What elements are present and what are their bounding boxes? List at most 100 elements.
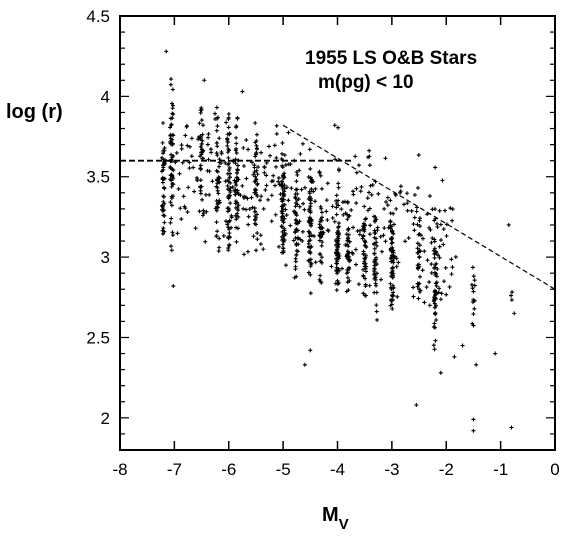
data-point bbox=[198, 108, 203, 113]
data-point bbox=[214, 128, 219, 133]
data-point bbox=[385, 195, 390, 200]
data-point bbox=[345, 280, 350, 285]
data-point bbox=[171, 284, 176, 289]
data-point bbox=[254, 132, 259, 137]
data-point bbox=[261, 206, 266, 211]
data-point bbox=[266, 144, 271, 149]
data-point bbox=[187, 144, 192, 149]
data-point bbox=[430, 236, 435, 241]
data-point bbox=[340, 200, 345, 205]
data-point bbox=[272, 183, 277, 188]
data-point bbox=[434, 284, 439, 289]
data-point bbox=[214, 151, 219, 156]
data-point bbox=[321, 230, 326, 235]
data-point bbox=[281, 234, 286, 239]
data-point bbox=[272, 143, 277, 148]
data-point bbox=[198, 188, 203, 193]
data-point bbox=[187, 160, 192, 165]
data-point bbox=[432, 251, 437, 256]
data-point bbox=[217, 180, 222, 185]
data-point bbox=[372, 251, 377, 256]
data-point bbox=[214, 198, 219, 203]
data-point bbox=[214, 105, 219, 110]
data-point bbox=[354, 201, 359, 206]
data-point bbox=[197, 121, 202, 126]
data-point bbox=[241, 145, 246, 150]
data-point bbox=[200, 156, 205, 161]
data-point bbox=[258, 198, 263, 203]
data-point bbox=[189, 154, 194, 159]
data-point bbox=[221, 233, 226, 238]
data-point bbox=[308, 272, 313, 277]
data-point bbox=[254, 151, 259, 156]
data-point bbox=[187, 166, 192, 171]
data-point bbox=[450, 218, 455, 223]
data-point bbox=[307, 230, 312, 235]
data-point bbox=[346, 251, 351, 256]
data-point bbox=[358, 189, 363, 194]
data-point bbox=[294, 213, 299, 218]
data-point bbox=[383, 239, 388, 244]
data-point bbox=[368, 183, 373, 188]
data-point bbox=[161, 157, 166, 162]
data-point bbox=[374, 283, 379, 288]
data-point bbox=[217, 245, 222, 250]
data-point bbox=[442, 279, 447, 284]
data-point bbox=[197, 209, 202, 214]
y-tick-label: 4.5 bbox=[86, 7, 110, 26]
data-point bbox=[319, 210, 324, 215]
data-point bbox=[441, 227, 446, 231]
data-point bbox=[452, 354, 457, 359]
data-point bbox=[226, 209, 231, 214]
data-point bbox=[448, 206, 453, 211]
data-point bbox=[427, 280, 432, 285]
data-point bbox=[433, 293, 438, 298]
y-axis-label: log (r) bbox=[6, 101, 63, 123]
data-point bbox=[336, 181, 341, 186]
data-point bbox=[389, 241, 394, 246]
data-point bbox=[234, 239, 239, 244]
data-point bbox=[383, 156, 388, 161]
data-point bbox=[381, 233, 386, 238]
data-point bbox=[429, 270, 434, 275]
data-point bbox=[312, 234, 317, 239]
data-point bbox=[294, 170, 299, 175]
data-point bbox=[177, 171, 182, 176]
data-point bbox=[214, 208, 219, 213]
annotation-magnitude-limit: m(pg) < 10 bbox=[318, 72, 414, 93]
data-point bbox=[474, 362, 479, 367]
data-point bbox=[232, 188, 237, 193]
data-point bbox=[191, 165, 196, 170]
data-point bbox=[242, 252, 247, 257]
data-point bbox=[444, 233, 449, 238]
data-point bbox=[225, 183, 230, 188]
data-point bbox=[181, 194, 186, 199]
data-point bbox=[306, 258, 311, 263]
data-point bbox=[416, 281, 421, 286]
data-point bbox=[336, 231, 341, 236]
data-point bbox=[470, 265, 475, 270]
data-point bbox=[184, 124, 189, 129]
data-point bbox=[391, 250, 396, 255]
data-point bbox=[433, 249, 438, 254]
data-point bbox=[438, 222, 443, 227]
data-point bbox=[206, 135, 211, 140]
data-point bbox=[363, 266, 368, 271]
data-point bbox=[361, 233, 366, 238]
data-point bbox=[306, 175, 311, 180]
x-axis-label-subscript: V bbox=[339, 516, 349, 533]
data-point bbox=[405, 208, 410, 213]
data-point bbox=[320, 240, 325, 245]
data-point bbox=[432, 301, 437, 306]
data-point bbox=[336, 125, 341, 130]
data-point bbox=[201, 123, 206, 128]
data-point bbox=[356, 163, 361, 168]
data-point bbox=[345, 275, 350, 280]
data-point bbox=[279, 183, 284, 188]
data-point bbox=[422, 249, 427, 254]
data-point bbox=[208, 147, 213, 152]
data-point bbox=[279, 214, 284, 219]
data-point bbox=[432, 347, 437, 352]
data-point bbox=[334, 247, 339, 252]
data-point bbox=[200, 149, 205, 154]
